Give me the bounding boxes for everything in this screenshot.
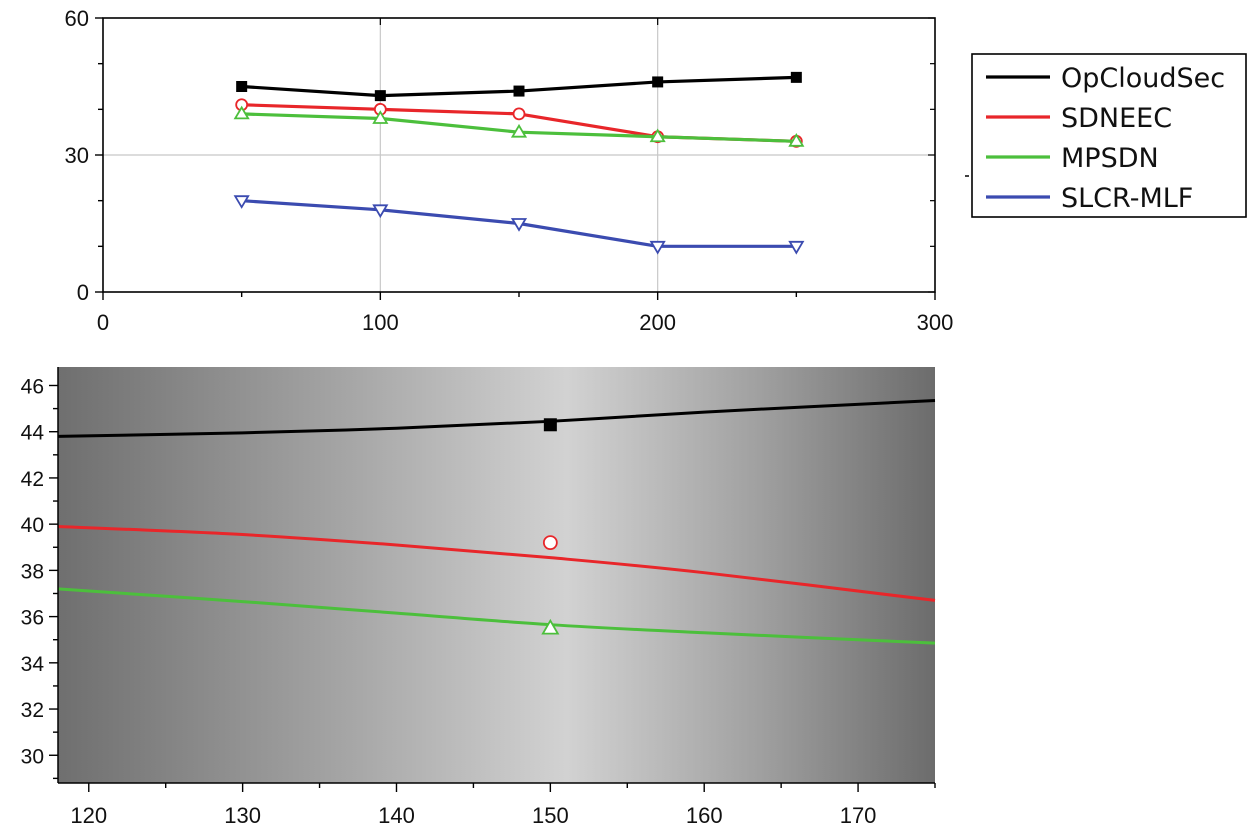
data-point	[790, 71, 802, 83]
y-tick-label: 46	[21, 375, 44, 398]
series-curve	[57, 399, 936, 438]
x-tick-label: 100	[362, 310, 399, 335]
data-point	[541, 618, 560, 635]
data-point	[372, 204, 389, 219]
y-tick-label: 34	[21, 653, 45, 676]
x-tick-label: 160	[686, 803, 723, 828]
legend-label: SDNEEC	[1061, 103, 1172, 134]
data-point	[788, 133, 805, 147]
data-point	[649, 240, 666, 255]
data-point	[236, 81, 248, 92]
data-point	[652, 76, 664, 88]
y-tick-label: 40	[21, 514, 44, 537]
y-tick-label: 0	[77, 280, 89, 305]
x-tick-label: 170	[840, 803, 877, 828]
main-line-chart: 0 100 200 300 0 30 60	[65, 6, 954, 335]
x-tick-label: 130	[224, 803, 261, 828]
data-point	[233, 195, 250, 209]
data-point	[649, 128, 666, 143]
series-curve	[57, 524, 936, 602]
data-point	[374, 90, 386, 102]
data-point	[510, 218, 528, 232]
legend-label: MPSDN	[1061, 143, 1159, 174]
y-tick-label: 30	[65, 143, 89, 168]
x-tick-label: 0	[97, 310, 109, 335]
y-tick-label: 44	[21, 422, 45, 445]
zoomed-inset-chart: 120 130 140 150 160 170 30 32 34 36 38 40 42 44 46	[21, 367, 936, 828]
data-point	[513, 85, 525, 97]
legend-label: OpCloudSec	[1061, 63, 1225, 94]
legend-box	[971, 53, 1247, 218]
series-curve	[57, 587, 936, 645]
data-point	[542, 535, 558, 551]
y-tick-label: 38	[21, 560, 44, 583]
y-tick-label: 36	[21, 607, 44, 630]
x-tick-label: 300	[917, 310, 954, 335]
x-tick-label: 140	[378, 803, 415, 828]
data-point	[233, 105, 250, 120]
x-tick-label: 120	[70, 803, 107, 828]
x-tick-label: 200	[639, 310, 676, 335]
data-point	[372, 110, 389, 124]
data-point	[510, 123, 528, 138]
data-point	[512, 107, 526, 121]
y-tick-label: 60	[65, 6, 89, 31]
data-point	[788, 240, 805, 255]
data-point	[543, 418, 557, 432]
y-tick-label: 30	[21, 745, 44, 768]
y-tick-label: 42	[21, 468, 44, 491]
legend: OpCloudSec SDNEEC MPSDN SLCR-MLF	[965, 53, 1247, 218]
legend-label: SLCR-MLF	[1061, 183, 1193, 214]
x-tick-label: 150	[532, 803, 569, 828]
y-tick-label: 32	[21, 699, 44, 722]
plot-background	[58, 367, 935, 783]
